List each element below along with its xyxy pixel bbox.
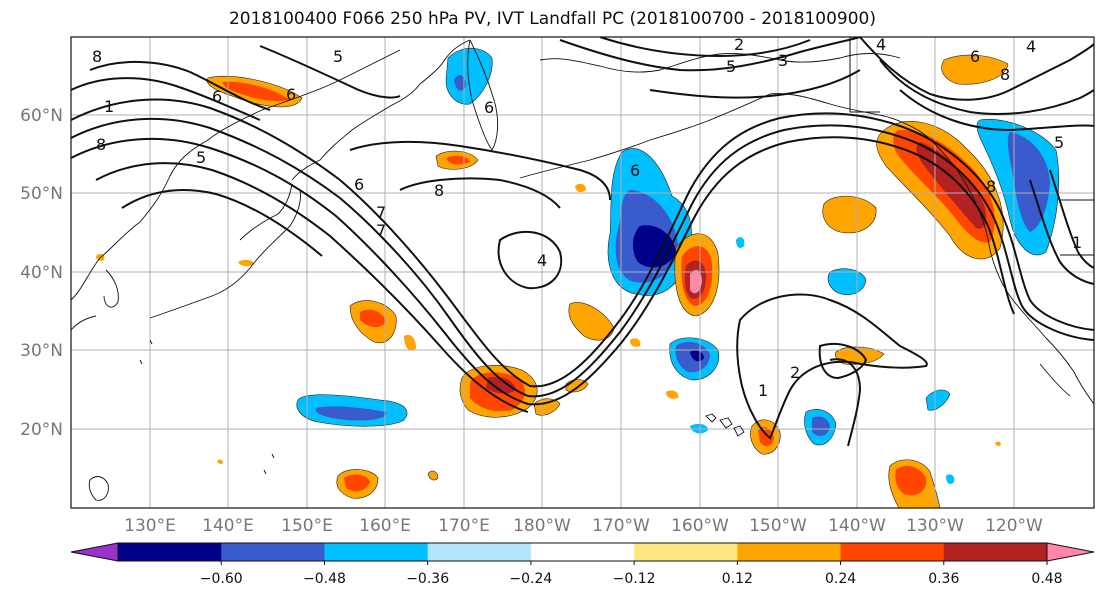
map-frame (70, 36, 1095, 509)
lon-label: 120°W (985, 516, 1043, 536)
anomaly-positive (435, 150, 586, 193)
colorbar-frame (117, 542, 1048, 562)
colorbar-swatch (427, 543, 532, 561)
contour-label: 1 (758, 381, 768, 400)
contour-label: 2 (734, 35, 744, 54)
colorbar-swatch (943, 543, 1048, 561)
lon-label: 140°W (828, 516, 886, 536)
colorbar-swatch (324, 543, 429, 561)
latitude-labels: 60°N 50°N 40°N 30°N 20°N (20, 106, 63, 440)
contour-label: 8 (434, 181, 444, 200)
colorbar-tick-label: −0.60 (200, 571, 243, 587)
colorbar: −0.60 −0.48 −0.36 −0.24 −0.12 0.12 0.24 0.36 0.4… (70, 542, 1095, 587)
contour-label: 7 (376, 203, 386, 222)
lon-label: 150°E (281, 516, 333, 536)
map-title: 2018100400 F066 250 hPa PV, IVT Landfall… (228, 9, 876, 29)
anomaly-positive (674, 233, 720, 317)
contour-label: 4 (1026, 37, 1036, 56)
colorbar-tick-label: 0.36 (928, 571, 959, 587)
contour-label: 6 (484, 98, 494, 117)
contour-label: 6 (286, 85, 296, 104)
contour-label: 3 (778, 51, 788, 70)
lon-label: 160°W (671, 516, 729, 536)
colorbar-tick-label: 0.24 (825, 571, 856, 587)
lon-label: 140°E (202, 516, 254, 536)
contour-label: 5 (196, 148, 206, 167)
region-boundaries (849, 37, 1094, 256)
lon-label: 150°W (749, 516, 807, 536)
colorbar-swatch (737, 543, 842, 561)
anomaly-negative (296, 337, 955, 484)
colorbar-tick-label: −0.48 (303, 571, 346, 587)
lat-label: 40°N (20, 263, 63, 283)
anomaly-positive (822, 54, 1009, 234)
colorbar-extend-min (70, 542, 119, 562)
anomaly-positive (96, 253, 1001, 508)
contour-label: 5 (1054, 133, 1064, 152)
lat-label: 20°N (20, 420, 63, 440)
contour-labels: 8 5 6 1 8 6 5 6 7 8 6 2 3 4 6 8 5 4 6 5 … (92, 35, 1082, 400)
lon-label: 130°W (906, 516, 964, 536)
contour-label: 6 (630, 161, 640, 180)
colorbar-swatch (634, 543, 738, 561)
contour-label: 2 (790, 363, 800, 382)
contour-label: 6 (970, 47, 980, 66)
contour-label: 8 (92, 47, 102, 66)
pv-contours (71, 37, 1094, 447)
lon-label: 170°E (438, 516, 490, 536)
colorbar-tick-label: −0.12 (613, 571, 656, 587)
colorbar-swatch (840, 543, 945, 561)
contour-label: 1 (104, 97, 114, 116)
colorbar-swatch (530, 543, 635, 561)
lat-label: 50°N (20, 184, 63, 204)
contour-label: 1 (1072, 233, 1082, 252)
colorbar-tick-label: −0.24 (509, 571, 552, 587)
contour-label: 5 (333, 47, 343, 66)
colorbar-tick-label: 0.12 (722, 571, 753, 587)
contour-label: 6 (354, 175, 364, 194)
contour-label: 7 (376, 221, 386, 240)
contour-label: 8 (1000, 65, 1010, 84)
contour-label: 5 (726, 57, 736, 76)
lat-label: 30°N (20, 341, 63, 361)
colorbar-extend-max (1046, 542, 1095, 562)
colorbar-tick-label: −0.36 (406, 571, 449, 587)
colorbar-swatch (118, 543, 222, 561)
anomaly-positive (206, 75, 303, 108)
colorbar-swatch (221, 543, 325, 561)
lon-label: 170°W (592, 516, 650, 536)
contour-label: 8 (96, 135, 106, 154)
colorbar-tick-label: 0.48 (1031, 571, 1062, 587)
lon-label: 180°W (513, 516, 571, 536)
lon-label: 130°E (124, 516, 176, 536)
anomaly-negative (607, 148, 692, 296)
lat-label: 60°N (20, 106, 63, 126)
contour-label: 6 (212, 87, 222, 106)
contour-label: 4 (876, 35, 886, 54)
anomaly-negative (736, 237, 745, 248)
contour-label: 4 (537, 251, 547, 270)
shaded-anomalies (96, 47, 1060, 508)
lon-label: 160°E (359, 516, 411, 536)
longitude-labels: 130°E 140°E 150°E 160°E 170°E 180°W 170°… (124, 516, 1043, 536)
contour-label: 8 (986, 177, 996, 196)
